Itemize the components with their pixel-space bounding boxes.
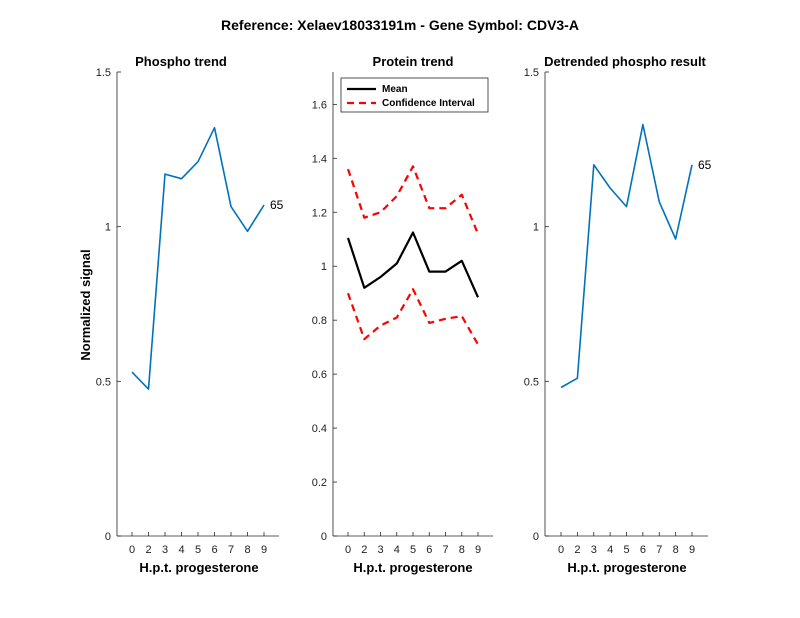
panel-title: Detrended phospho result bbox=[544, 54, 706, 69]
legend-mean-label: Mean bbox=[382, 84, 408, 95]
x-tick-label: 7 bbox=[228, 544, 234, 556]
y-tick-label: 0.5 bbox=[96, 376, 111, 388]
x-tick-label: 9 bbox=[689, 544, 695, 556]
y-tick-label: 1 bbox=[321, 261, 327, 273]
y-tick-label: 1.6 bbox=[312, 99, 327, 111]
y-tick-label: 0.4 bbox=[312, 423, 327, 435]
legend-ci-label: Confidence Interval bbox=[382, 98, 475, 109]
series-line-confidence-interval-lower bbox=[346, 288, 479, 346]
x-tick-label: 2 bbox=[574, 544, 580, 556]
panel-phospho-trend: Phospho trend H.p.t. progesterone Normal… bbox=[78, 54, 284, 575]
x-tick-label: 5 bbox=[195, 544, 201, 556]
x-tick-label: 4 bbox=[394, 544, 400, 556]
y-tick-label: 0.5 bbox=[524, 376, 539, 388]
x-tick-label: 0 bbox=[129, 544, 135, 556]
x-axis-label: H.p.t. progesterone bbox=[139, 560, 258, 575]
x-tick-label: 6 bbox=[426, 544, 432, 556]
y-tick-label: 1.4 bbox=[312, 153, 327, 165]
x-tick-label: 0 bbox=[558, 544, 564, 556]
y-tick-label: 1.2 bbox=[312, 207, 327, 219]
x-tick-label: 8 bbox=[244, 544, 250, 556]
x-axis-label: H.p.t. progesterone bbox=[567, 560, 686, 575]
x-tick-label: 7 bbox=[656, 544, 662, 556]
x-tick-label: 8 bbox=[459, 544, 465, 556]
x-tick-label: 9 bbox=[261, 544, 267, 556]
series-line-phospho bbox=[131, 126, 265, 390]
x-tick-label: 6 bbox=[211, 544, 217, 556]
legend-box bbox=[340, 77, 489, 113]
y-tick-label: 1.5 bbox=[96, 67, 111, 79]
x-tick-label: 2 bbox=[361, 544, 367, 556]
panel-title: Protein trend bbox=[373, 54, 454, 69]
panel-title: Phospho trend bbox=[135, 54, 227, 69]
y-tick-label: 0 bbox=[321, 531, 327, 543]
figure-title: Reference: Xelaev18033191m - Gene Symbol… bbox=[221, 17, 579, 33]
series-end-label: 65 bbox=[270, 198, 284, 212]
panel-protein-trend: Protein trend H.p.t. progesterone 0 0.2 0.… bbox=[312, 54, 493, 575]
y-tick-label: 0 bbox=[105, 531, 111, 543]
y-tick-label: 0 bbox=[533, 531, 539, 543]
x-tick-label: 9 bbox=[475, 544, 481, 556]
y-tick-label: 0.2 bbox=[312, 477, 327, 489]
series-end-label: 65 bbox=[698, 158, 712, 172]
x-tick-label: 5 bbox=[623, 544, 629, 556]
x-axis-label: H.p.t. progesterone bbox=[353, 560, 472, 575]
x-tick-label: 3 bbox=[591, 544, 597, 556]
plot-area: 00.511.50 2 3 4 5 6 7 8 965 bbox=[96, 67, 284, 556]
x-tick-label: 7 bbox=[442, 544, 448, 556]
x-tick-label: 4 bbox=[178, 544, 184, 556]
x-tick-label: 4 bbox=[607, 544, 613, 556]
panel-detrended-phospho: Detrended phospho result H.p.t. progeste… bbox=[524, 54, 712, 575]
plot-area: 00.511.50 2 3 4 5 6 7 8 965 bbox=[524, 67, 712, 556]
y-tick-label: 0.6 bbox=[312, 369, 327, 381]
x-tick-label: 3 bbox=[377, 544, 383, 556]
x-tick-label: 3 bbox=[162, 544, 168, 556]
y-tick-label: 1.5 bbox=[524, 67, 539, 79]
x-tick-label: 5 bbox=[410, 544, 416, 556]
series-line-confidence-interval bbox=[346, 165, 480, 235]
x-tick-label: 8 bbox=[673, 544, 679, 556]
y-tick-label: 1 bbox=[533, 222, 539, 234]
plot-area: 00.20.40.60.811.21.41.60 2 3 4 5 6 7 8 9 bbox=[312, 72, 493, 556]
series-line-mean bbox=[346, 231, 480, 298]
legend: Mean Confidence Interval bbox=[340, 77, 489, 113]
x-tick-label: 0 bbox=[345, 544, 351, 556]
series-line-phospho bbox=[560, 123, 693, 389]
x-tick-label: 6 bbox=[640, 544, 646, 556]
y-tick-label: 0.8 bbox=[312, 315, 327, 327]
x-tick-label: 2 bbox=[145, 544, 151, 556]
y-axis-label: Normalized signal bbox=[78, 249, 93, 360]
y-tick-label: 1 bbox=[105, 222, 111, 234]
